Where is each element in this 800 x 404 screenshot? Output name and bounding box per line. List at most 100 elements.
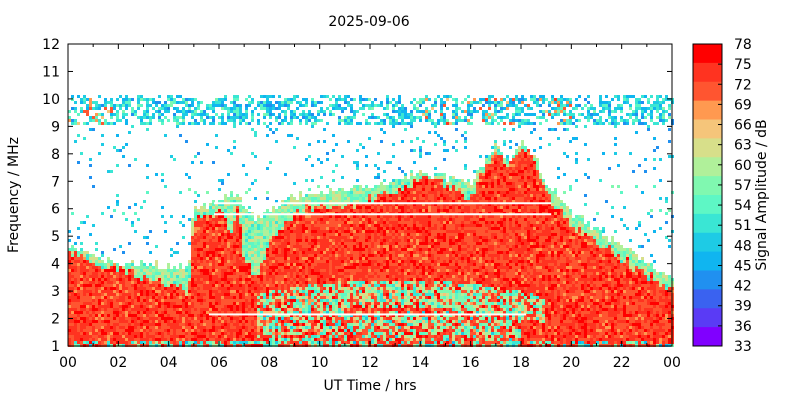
heatmap-cell: [296, 209, 299, 212]
heatmap-cell: [128, 311, 131, 314]
heatmap-cell: [140, 320, 143, 323]
heatmap-cell: [335, 338, 338, 341]
heatmap-cell: [221, 254, 224, 257]
heatmap-cell: [107, 263, 110, 266]
heatmap-cell: [98, 314, 101, 317]
heatmap-cell: [290, 290, 293, 293]
heatmap-cell: [233, 122, 236, 125]
heatmap-cell: [302, 242, 305, 245]
heatmap-cell: [134, 338, 137, 341]
heatmap-cell: [218, 260, 221, 263]
heatmap-cell: [212, 233, 215, 236]
heatmap-cell: [197, 338, 200, 341]
heatmap-cell: [272, 221, 275, 224]
heatmap-cell: [317, 290, 320, 293]
heatmap-cell: [365, 275, 368, 278]
heatmap-cell: [167, 281, 170, 284]
heatmap-cell: [149, 284, 152, 287]
heatmap-cell: [314, 104, 317, 107]
heatmap-cell: [371, 206, 374, 209]
heatmap-cell: [227, 197, 230, 200]
heatmap-cell: [134, 290, 137, 293]
heatmap-cell: [110, 170, 113, 173]
heatmap-cell: [260, 260, 263, 263]
heatmap-cell: [137, 299, 140, 302]
heatmap-cell: [92, 224, 95, 227]
heatmap-cell: [362, 287, 365, 290]
heatmap-cell: [374, 281, 377, 284]
heatmap-cell: [254, 335, 257, 338]
heatmap-cell: [347, 251, 350, 254]
heatmap-cell: [365, 98, 368, 101]
heatmap-cell: [89, 341, 92, 344]
heatmap-cell: [200, 281, 203, 284]
heatmap-cell: [260, 296, 263, 299]
heatmap-cell: [101, 272, 104, 275]
heatmap-cell: [371, 239, 374, 242]
heatmap-cell: [233, 206, 236, 209]
heatmap-cell: [284, 314, 287, 317]
heatmap-cell: [161, 287, 164, 290]
heatmap-cell: [221, 293, 224, 296]
heatmap-cell: [113, 320, 116, 323]
heatmap-cell: [206, 329, 209, 332]
heatmap-cell: [140, 329, 143, 332]
heatmap-cell: [236, 293, 239, 296]
heatmap-cell: [131, 275, 134, 278]
heatmap-cell: [272, 341, 275, 344]
heatmap-cell: [164, 116, 167, 119]
heatmap-cell: [293, 245, 296, 248]
heatmap-cell: [128, 332, 131, 335]
heatmap-cell: [299, 293, 302, 296]
heatmap-cell: [101, 113, 104, 116]
heatmap-cell: [359, 299, 362, 302]
heatmap-cell: [317, 329, 320, 332]
heatmap-cell: [311, 272, 314, 275]
heatmap-cell: [227, 233, 230, 236]
heatmap-cell: [371, 278, 374, 281]
heatmap-cell: [164, 278, 167, 281]
heatmap-cell: [146, 128, 149, 131]
heatmap-cell: [179, 308, 182, 311]
heatmap-cell: [101, 269, 104, 272]
heatmap-cell: [269, 317, 272, 320]
heatmap-cell: [272, 206, 275, 209]
heatmap-cell: [371, 332, 374, 335]
heatmap-cell: [221, 338, 224, 341]
heatmap-cell: [152, 107, 155, 110]
heatmap-cell: [290, 311, 293, 314]
heatmap-cell: [239, 113, 242, 116]
heatmap-cell: [203, 119, 206, 122]
heatmap-cell: [188, 305, 191, 308]
heatmap-cell: [365, 251, 368, 254]
heatmap-cell: [320, 200, 323, 203]
heatmap-cell: [311, 104, 314, 107]
heatmap-cell: [197, 239, 200, 242]
heatmap-cell: [287, 209, 290, 212]
heatmap-cell: [365, 203, 368, 206]
heatmap-cell: [287, 284, 290, 287]
heatmap-cell: [269, 233, 272, 236]
heatmap-cell: [329, 293, 332, 296]
heatmap-cell: [338, 272, 341, 275]
heatmap-cell: [113, 317, 116, 320]
heatmap-cell: [320, 110, 323, 113]
heatmap-cell: [341, 326, 344, 329]
heatmap-cell: [335, 233, 338, 236]
heatmap-cell: [281, 239, 284, 242]
heatmap-cell: [236, 278, 239, 281]
heatmap-cell: [335, 164, 338, 167]
heatmap-cell: [287, 227, 290, 230]
heatmap-cell: [179, 299, 182, 302]
heatmap-cell: [311, 341, 314, 344]
heatmap-cell: [74, 296, 77, 299]
heatmap-cell: [320, 251, 323, 254]
heatmap-cell: [350, 275, 353, 278]
heatmap-cell: [269, 257, 272, 260]
heatmap-cell: [248, 254, 251, 257]
heatmap-cell: [248, 221, 251, 224]
heatmap-cell: [356, 221, 359, 224]
heatmap-cell: [323, 338, 326, 341]
heatmap-cell: [200, 212, 203, 215]
heatmap-cell: [272, 299, 275, 302]
